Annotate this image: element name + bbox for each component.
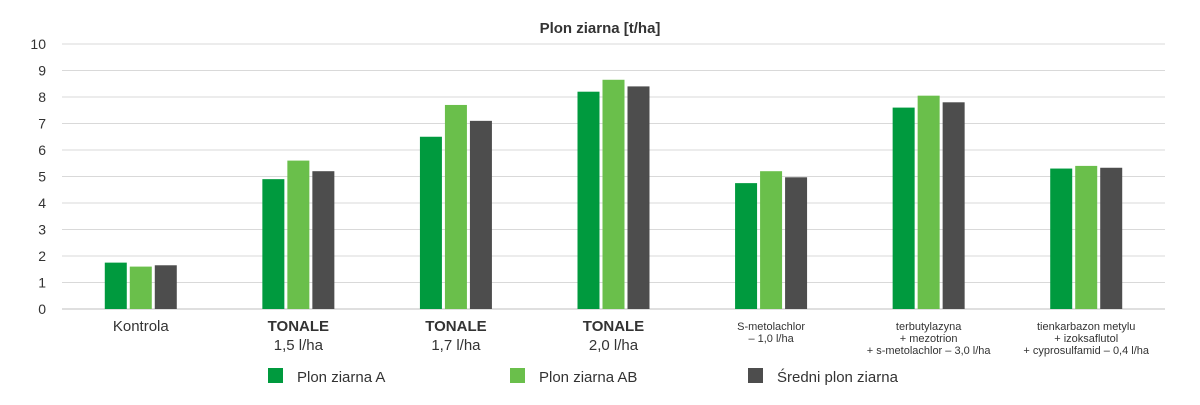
y-tick-label: 6 [38, 142, 46, 158]
bar [262, 179, 285, 309]
chart-title: Plon ziarna [t/ha] [540, 20, 661, 37]
legend-label: Średni plon ziarna [777, 368, 899, 386]
bar [602, 79, 625, 310]
bar [785, 177, 808, 309]
bar [1075, 165, 1098, 309]
bar [287, 160, 310, 309]
bars [104, 79, 1123, 310]
bar [154, 265, 177, 309]
legend-swatch [268, 368, 283, 383]
x-tick-label: TONALE [425, 318, 486, 335]
y-tick-label: 9 [38, 63, 46, 79]
x-tick-label: + mezotrion [900, 333, 958, 345]
bar [917, 95, 940, 309]
x-tick-label: 1,5 l/ha [274, 337, 324, 354]
bar [892, 107, 915, 309]
x-tick-label: 2,0 l/ha [589, 337, 639, 354]
legend: Plon ziarna A Plon ziarna AB Średni plon z… [268, 368, 899, 386]
x-tick-label: TONALE [583, 318, 644, 335]
y-tick-label: 2 [38, 248, 46, 264]
y-tick-label: 8 [38, 89, 46, 105]
legend-label: Plon ziarna A [297, 369, 385, 386]
y-tick-label: 3 [38, 222, 46, 238]
y-tick-label: 5 [38, 169, 46, 185]
x-tick-label: – 1,0 l/ha [748, 333, 794, 345]
legend-swatch [510, 368, 525, 383]
legend-label: Plon ziarna AB [539, 369, 637, 386]
bar [444, 104, 467, 309]
y-axis-ticks: 0 1 2 3 4 5 6 7 8 9 10 [30, 36, 46, 317]
bar [469, 120, 492, 309]
x-tick-label: Kontrola [113, 318, 170, 335]
x-tick-label: tienkarbazon metylu [1037, 321, 1135, 333]
y-tick-label: 10 [30, 36, 46, 52]
bar [942, 102, 965, 309]
bar [312, 171, 335, 309]
x-axis-labels: Kontrola TONALE 1,5 l/ha TONALE 1,7 l/ha TONA… [113, 318, 1150, 357]
bar [735, 183, 758, 309]
bar [1050, 168, 1073, 309]
x-tick-label: + cyprosulfamid – 0,4 l/ha [1023, 345, 1150, 357]
x-tick-label: S-metolachlor [737, 321, 805, 333]
x-tick-label: 1,7 l/ha [431, 337, 481, 354]
x-tick-label: + izoksaflutol [1054, 333, 1118, 345]
y-tick-label: 7 [38, 116, 46, 132]
bar [104, 262, 127, 309]
bar [577, 91, 600, 309]
y-tick-label: 0 [38, 301, 46, 317]
y-tick-label: 1 [38, 275, 46, 291]
bar [760, 171, 783, 309]
x-tick-label: terbutylazyna [896, 321, 962, 333]
x-tick-label: + s-metolachlor – 3,0 l/ha [867, 345, 992, 357]
bar [419, 136, 442, 309]
y-tick-label: 4 [38, 195, 46, 211]
legend-swatch [748, 368, 763, 383]
x-tick-label: TONALE [268, 318, 329, 335]
bar [627, 86, 650, 310]
bar [129, 266, 152, 309]
bar [1100, 167, 1123, 309]
